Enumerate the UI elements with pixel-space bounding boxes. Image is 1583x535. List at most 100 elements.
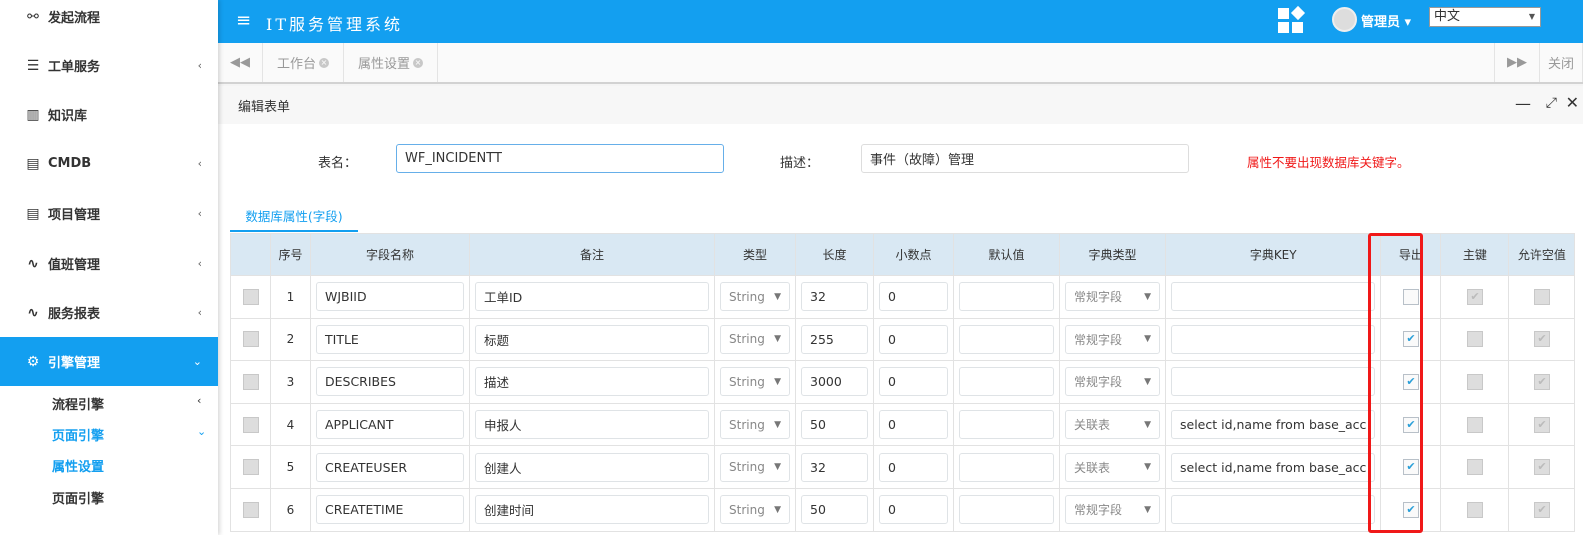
note-input[interactable]: 工单ID — [475, 282, 709, 312]
export-checkbox[interactable]: ✔ — [1402, 501, 1419, 518]
decimal-input[interactable]: 0 — [879, 410, 948, 440]
default-value-input[interactable] — [959, 367, 1054, 397]
length-input[interactable]: 50 — [801, 495, 868, 525]
tabs-scroll-left-button[interactable]: ◀◀ — [218, 43, 263, 82]
type-select[interactable]: String ▼ — [720, 282, 790, 312]
edit-form-panel: 编辑表单 — ⤢ ✕ 表名： WF_INCIDENTT 描述： 事件（故障）管理… — [218, 86, 1583, 535]
tab-workbench[interactable]: 工作台 × — [263, 43, 345, 82]
avatar[interactable] — [1332, 7, 1357, 32]
dict-type-value: 常规字段 — [1074, 375, 1123, 390]
sidebar-item[interactable]: ⚯ 发起流程 — [0, 0, 218, 41]
note-input[interactable]: 创建人 — [475, 452, 709, 482]
dict-key-input[interactable]: select id,name from base_acc — [1171, 452, 1376, 482]
dict-key-input[interactable] — [1171, 282, 1376, 312]
note-input[interactable]: 描述 — [475, 367, 709, 397]
row-select-checkbox — [242, 373, 259, 390]
menu-toggle-icon[interactable]: ≡ — [236, 10, 252, 31]
desc-input[interactable]: 事件（故障）管理 — [861, 144, 1189, 173]
dict-type-select[interactable]: 常规字段 ▼ — [1065, 282, 1160, 312]
export-checkbox[interactable]: ✔ — [1402, 373, 1419, 390]
tab-property-settings[interactable]: 属性设置 × — [344, 43, 439, 82]
close-icon[interactable]: × — [413, 57, 424, 68]
sidebar-item[interactable]: ∿ 值班管理 ‹ — [0, 239, 218, 288]
sidebar-subitem[interactable]: 流程引擎 ‹ — [52, 394, 201, 413]
decimal-input[interactable]: 0 — [879, 282, 948, 312]
sidebar-subitem[interactable]: 属性设置 — [52, 456, 104, 475]
close-icon[interactable]: × — [319, 57, 330, 68]
sidebar-item[interactable]: ☰ 工单服务 ‹ — [0, 41, 218, 90]
type-value: String — [729, 460, 765, 475]
note-input[interactable]: 标题 — [475, 324, 709, 354]
length-input[interactable]: 32 — [801, 452, 868, 482]
length-input[interactable]: 32 — [801, 282, 868, 312]
sidebar-subitem[interactable]: 页面引擎 — [52, 488, 104, 507]
sidebar-item-label: 服务报表 — [48, 307, 101, 322]
export-checkbox[interactable] — [1402, 288, 1419, 305]
dict-type-select[interactable]: 关联表 ▼ — [1065, 410, 1160, 440]
sidebar-item[interactable]: ▥ 知识库 — [0, 90, 218, 139]
dict-type-select[interactable]: 关联表 ▼ — [1065, 452, 1160, 482]
type-select[interactable]: String ▼ — [720, 410, 790, 440]
user-menu[interactable]: 管理员 ▾ — [1361, 15, 1412, 30]
close-icon[interactable]: ✕ — [1565, 93, 1579, 112]
chevron-icon: ‹ — [197, 257, 202, 270]
tabs-scroll-right-button[interactable]: ▶▶ — [1493, 43, 1540, 82]
decimal-input[interactable]: 0 — [879, 324, 948, 354]
note-input[interactable]: 申报人 — [475, 410, 709, 440]
sidebar-item[interactable]: ▤ CMDB ‹ — [0, 139, 218, 188]
length-input[interactable]: 3000 — [801, 367, 868, 397]
export-checkbox[interactable]: ✔ — [1402, 416, 1419, 433]
sidebar-item[interactable]: ⚙ 引擎管理 ⌄ — [0, 337, 218, 386]
sidebar-item-label: CMDB — [48, 156, 92, 171]
language-select[interactable]: 中文 ▼ — [1429, 7, 1541, 27]
table-row: 3 DESCRIBES 描述 String ▼ 3000 0 常规字段 ▼ ✔ ✔ — [230, 360, 1576, 404]
field-name-input[interactable]: WJBIID — [316, 282, 464, 312]
chevron-icon: ⌄ — [192, 355, 202, 368]
dict-key-input[interactable] — [1171, 367, 1376, 397]
export-checkbox[interactable]: ✔ — [1402, 331, 1419, 348]
type-select[interactable]: String ▼ — [720, 367, 790, 397]
subtab-db-fields[interactable]: 数据库属性(字段) — [230, 204, 358, 232]
chevron-icon: ‹ — [197, 157, 202, 170]
sidebar-subitem[interactable]: 页面引擎 ⌄ — [52, 425, 206, 444]
dict-key-input[interactable]: select id,name from base_acc — [1171, 410, 1376, 440]
column-header: 备注 — [469, 233, 715, 276]
field-name-input[interactable]: TITLE — [316, 324, 464, 354]
default-value-input[interactable] — [959, 282, 1054, 312]
default-value-input[interactable] — [959, 495, 1054, 525]
dict-type-value: 常规字段 — [1074, 503, 1123, 518]
note-input[interactable]: 创建时间 — [475, 495, 709, 525]
type-select[interactable]: String ▼ — [720, 452, 790, 482]
tab-bar: ◀◀ 工作台 × 属性设置 × ▶▶ 关闭 — [218, 43, 1583, 84]
maximize-icon[interactable]: ⤢ — [1545, 95, 1557, 111]
field-name-input[interactable]: APPLICANT — [316, 410, 464, 440]
table-name-input[interactable]: WF_INCIDENTT — [396, 144, 724, 173]
decimal-input[interactable]: 0 — [879, 495, 948, 525]
apps-grid-icon[interactable] — [1278, 5, 1306, 34]
decimal-input[interactable]: 0 — [879, 452, 948, 482]
dict-type-select[interactable]: 常规字段 ▼ — [1065, 324, 1160, 354]
sidebar-item[interactable]: ∿ 服务报表 ‹ — [0, 288, 218, 337]
default-value-input[interactable] — [959, 452, 1054, 482]
default-value-input[interactable] — [959, 324, 1054, 354]
export-checkbox[interactable]: ✔ — [1402, 459, 1419, 476]
field-name-input[interactable]: CREATEUSER — [316, 452, 464, 482]
column-header: 主键 — [1440, 233, 1510, 276]
length-input[interactable]: 50 — [801, 410, 868, 440]
type-select[interactable]: String ▼ — [720, 324, 790, 354]
type-select[interactable]: String ▼ — [720, 495, 790, 525]
row-number: 6 — [270, 487, 311, 532]
column-header — [230, 233, 271, 276]
sidebar-item[interactable]: ▤ 项目管理 ‹ — [0, 189, 218, 238]
default-value-input[interactable] — [959, 410, 1054, 440]
length-input[interactable]: 255 — [801, 324, 868, 354]
dict-key-input[interactable] — [1171, 324, 1376, 354]
minimize-icon[interactable]: — — [1515, 94, 1531, 113]
dict-type-select[interactable]: 常规字段 ▼ — [1065, 495, 1160, 525]
dict-key-input[interactable] — [1171, 495, 1376, 525]
close-tabs-button[interactable]: 关闭 — [1539, 43, 1583, 82]
dict-type-select[interactable]: 常规字段 ▼ — [1065, 367, 1160, 397]
field-name-input[interactable]: DESCRIBES — [316, 367, 464, 397]
field-name-input[interactable]: CREATETIME — [316, 495, 464, 525]
decimal-input[interactable]: 0 — [879, 367, 948, 397]
